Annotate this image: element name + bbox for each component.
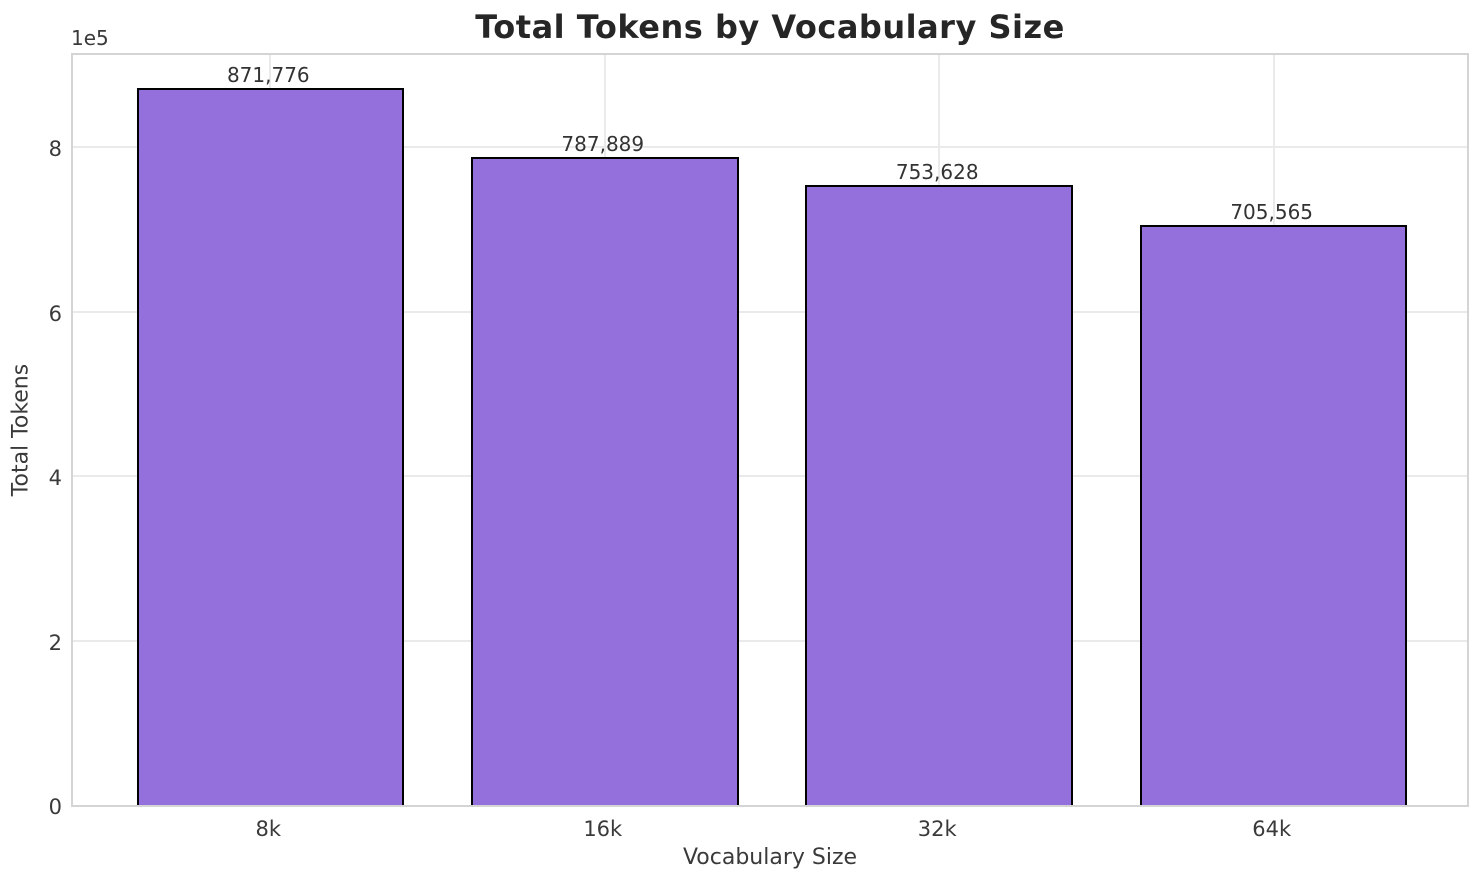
y-tick-label: 4 xyxy=(48,466,62,491)
bar-32k xyxy=(805,185,1073,805)
bar-value-label: 705,565 xyxy=(1230,199,1314,224)
chart-title: Total Tokens by Vocabulary Size xyxy=(475,8,1065,46)
x-tick-label: 64k xyxy=(1252,817,1292,841)
plot-area xyxy=(71,53,1469,807)
x-tick-label: 8k xyxy=(255,817,282,841)
bar-value-label: 871,776 xyxy=(226,63,310,88)
x-tick-label: 16k xyxy=(583,817,623,841)
y-gridline xyxy=(73,475,1467,478)
y-tick-label: 6 xyxy=(48,301,62,326)
y-axis-label: Total Tokens xyxy=(8,363,34,497)
y-axis-offset-text: 1e5 xyxy=(71,26,109,50)
y-gridline xyxy=(73,639,1467,642)
y-gridline xyxy=(73,146,1467,149)
bar-value-label: 787,889 xyxy=(561,132,645,157)
bar-16k xyxy=(470,157,739,805)
y-tick-label: 0 xyxy=(48,795,62,819)
y-tick-label: 2 xyxy=(48,630,62,655)
y-tick-label: 8 xyxy=(48,137,62,162)
bar-8k xyxy=(136,88,405,805)
bar-64k xyxy=(1139,224,1408,805)
x-axis-label: Vocabulary Size xyxy=(682,845,858,870)
x-tick-label: 32k xyxy=(917,817,957,841)
y-gridline xyxy=(73,310,1467,313)
bar-value-label: 753,628 xyxy=(895,160,979,185)
